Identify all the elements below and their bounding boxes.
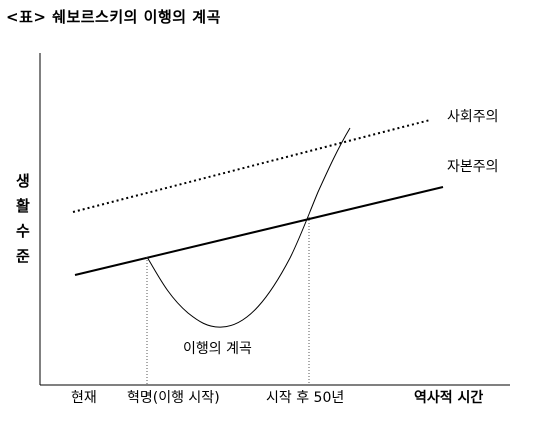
capitalism-line [74,186,444,276]
y-label-char-3: 수 [16,222,30,240]
x-label-after: 시작 후 50년 [266,390,344,406]
valley-label: 이행의 계곡 [183,341,252,357]
x-label-revolution: 혁명(이행 시작) [127,390,220,406]
valley-curve [146,127,351,328]
page-title: <표> 쉐보르스키의 이행의 계곡 [6,8,221,26]
y-label-char-1: 생 [16,172,30,190]
y-label-char-2: 활 [16,197,30,215]
y-label-char-4: 준 [16,247,30,265]
capitalism-label: 자본주의 [447,159,499,175]
socialism-label: 사회주의 [447,109,499,125]
x-label-present: 현재 [71,390,97,406]
x-label-historical-time: 역사적 시간 [414,389,483,406]
socialism-line [72,119,431,213]
